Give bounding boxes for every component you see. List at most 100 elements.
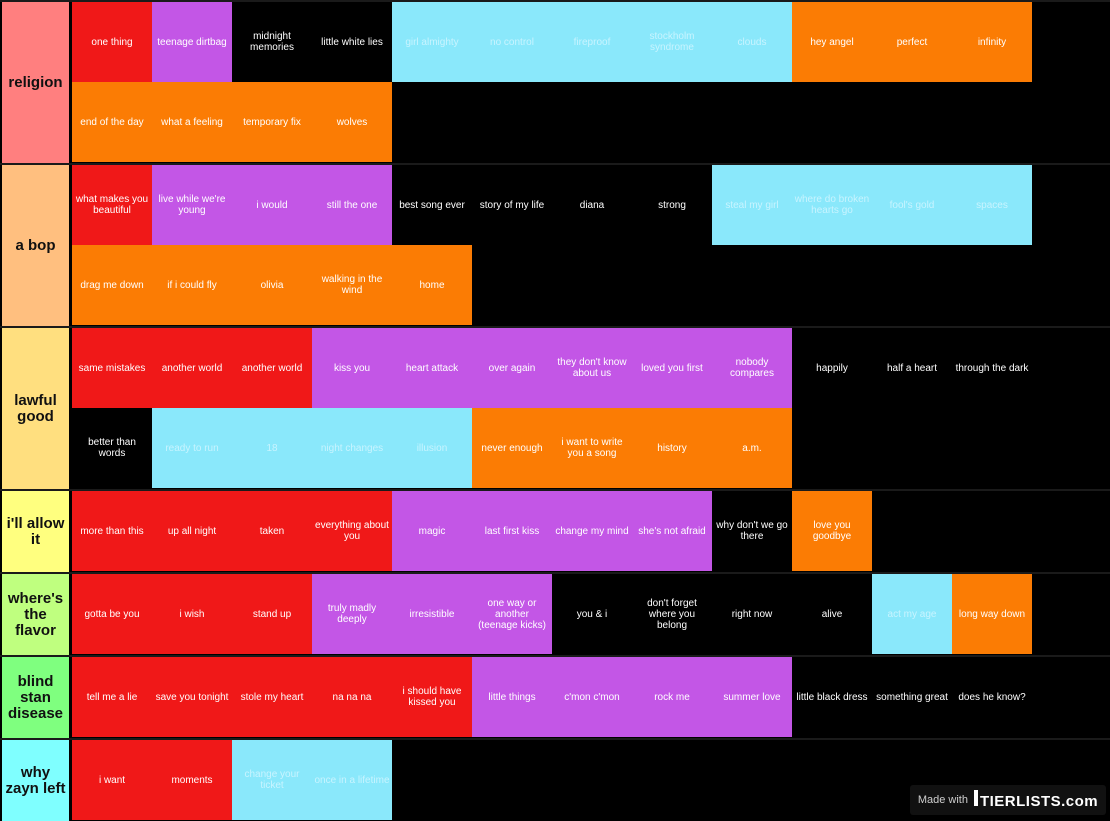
tier-item[interactable]: does he know? xyxy=(952,657,1032,737)
tier-item[interactable]: love you goodbye xyxy=(792,491,872,571)
tier-item[interactable]: loved you first xyxy=(632,328,712,408)
tier-item[interactable]: still the one xyxy=(312,165,392,245)
tier-item[interactable]: once in a lifetime xyxy=(312,740,392,820)
tier-label[interactable]: religion xyxy=(2,2,69,163)
tier-item[interactable]: rock me xyxy=(632,657,712,737)
tier-item[interactable]: i want xyxy=(72,740,152,820)
tier-item[interactable]: temporary fix xyxy=(232,82,312,162)
tier-item[interactable]: better than words xyxy=(72,408,152,488)
tier-item[interactable]: same mistakes xyxy=(72,328,152,408)
tier-item[interactable]: what a feeling xyxy=(152,82,232,162)
tier-item[interactable]: act my age xyxy=(872,574,952,654)
tier-item[interactable]: strong xyxy=(632,165,712,245)
tier-item[interactable]: long way down xyxy=(952,574,1032,654)
tier-item[interactable]: stand up xyxy=(232,574,312,654)
tier-item[interactable]: little white lies xyxy=(312,2,392,82)
tier-item[interactable]: she's not afraid xyxy=(632,491,712,571)
tier-item[interactable]: something great xyxy=(872,657,952,737)
tier-label[interactable]: i'll allow it xyxy=(2,491,69,572)
tier-item[interactable]: nobody compares xyxy=(712,328,792,408)
tier-item[interactable]: clouds xyxy=(712,2,792,82)
tier-item[interactable]: you & i xyxy=(552,574,632,654)
tier-item[interactable]: happily xyxy=(792,328,872,408)
tier-item[interactable]: no control xyxy=(472,2,552,82)
tier-item[interactable]: diana xyxy=(552,165,632,245)
tier-item[interactable]: one thing xyxy=(72,2,152,82)
tier-item[interactable]: kiss you xyxy=(312,328,392,408)
tier-item[interactable]: don't forget where you belong xyxy=(632,574,712,654)
tier-item[interactable]: girl almighty xyxy=(392,2,472,82)
tier-item[interactable]: summer love xyxy=(712,657,792,737)
tier-item[interactable]: alive xyxy=(792,574,872,654)
tier-item[interactable]: i wish xyxy=(152,574,232,654)
tier-item[interactable]: another world xyxy=(152,328,232,408)
tier-label[interactable]: lawful good xyxy=(2,328,69,489)
tier-item[interactable]: c'mon c'mon xyxy=(552,657,632,737)
tier-item[interactable]: half a heart xyxy=(872,328,952,408)
tier-item[interactable]: history xyxy=(632,408,712,488)
tier-item[interactable]: spaces xyxy=(952,165,1032,245)
tier-label[interactable]: where's the flavor xyxy=(2,574,69,655)
tier-item[interactable]: over again xyxy=(472,328,552,408)
tier-item[interactable]: live while we're young xyxy=(152,165,232,245)
tier-item[interactable]: little black dress xyxy=(792,657,872,737)
tier-item[interactable]: little things xyxy=(472,657,552,737)
tier-item[interactable]: up all night xyxy=(152,491,232,571)
tier-item[interactable]: fool's gold xyxy=(872,165,952,245)
tier-item[interactable]: right now xyxy=(712,574,792,654)
tier-item[interactable]: walking in the wind xyxy=(312,245,392,325)
tier-item[interactable]: everything about you xyxy=(312,491,392,571)
tier-label[interactable]: a bop xyxy=(2,165,69,326)
tier-item[interactable]: gotta be you xyxy=(72,574,152,654)
tier-item[interactable]: where do broken hearts go xyxy=(792,165,872,245)
tier-item[interactable]: i would xyxy=(232,165,312,245)
made-with-watermark[interactable]: Made with TIERLISTS.com xyxy=(910,785,1106,815)
tier-item[interactable]: one way or another (teenage kicks) xyxy=(472,574,552,654)
tier-item[interactable]: i should have kissed you xyxy=(392,657,472,737)
tier-item[interactable]: a.m. xyxy=(712,408,792,488)
tier-item[interactable]: taken xyxy=(232,491,312,571)
tier-item[interactable]: steal my girl xyxy=(712,165,792,245)
tier-item[interactable]: i want to write you a song xyxy=(552,408,632,488)
tier-item[interactable]: perfect xyxy=(872,2,952,82)
tier-item[interactable]: infinity xyxy=(952,2,1032,82)
tier-item[interactable]: na na na xyxy=(312,657,392,737)
tier-item[interactable]: hey angel xyxy=(792,2,872,82)
tier-item[interactable]: drag me down xyxy=(72,245,152,325)
tier-item[interactable]: irresistible xyxy=(392,574,472,654)
tier-item[interactable]: another world xyxy=(232,328,312,408)
tier-item[interactable]: heart attack xyxy=(392,328,472,408)
tier-item[interactable]: last first kiss xyxy=(472,491,552,571)
tier-item[interactable]: save you tonight xyxy=(152,657,232,737)
tier-item[interactable]: best song ever xyxy=(392,165,472,245)
tier-item[interactable]: wolves xyxy=(312,82,392,162)
tier-item[interactable]: what makes you beautiful xyxy=(72,165,152,245)
tier-item[interactable]: fireproof xyxy=(552,2,632,82)
tier-item[interactable]: midnight memories xyxy=(232,2,312,82)
tier-item[interactable]: illusion xyxy=(392,408,472,488)
tier-item[interactable]: through the dark xyxy=(952,328,1032,408)
tier-item[interactable]: 18 xyxy=(232,408,312,488)
tier-item[interactable]: if i could fly xyxy=(152,245,232,325)
tier-label[interactable]: blind stan disease xyxy=(2,657,69,738)
tier-item[interactable]: end of the day xyxy=(72,82,152,162)
tier-item[interactable]: story of my life xyxy=(472,165,552,245)
tier-item[interactable]: tell me a lie xyxy=(72,657,152,737)
tier-item[interactable]: change your ticket xyxy=(232,740,312,820)
tier-item[interactable]: magic xyxy=(392,491,472,571)
tier-item[interactable]: olivia xyxy=(232,245,312,325)
tier-item[interactable]: ready to run xyxy=(152,408,232,488)
tier-item[interactable]: stockholm syndrome xyxy=(632,2,712,82)
tier-item[interactable]: change my mind xyxy=(552,491,632,571)
tier-item[interactable]: more than this xyxy=(72,491,152,571)
tier-item[interactable]: teenage dirtbag xyxy=(152,2,232,82)
tier-item[interactable]: stole my heart xyxy=(232,657,312,737)
tier-item[interactable]: never enough xyxy=(472,408,552,488)
tier-item[interactable]: night changes xyxy=(312,408,392,488)
tier-label[interactable]: why zayn left xyxy=(2,740,69,821)
tier-item[interactable]: they don't know about us xyxy=(552,328,632,408)
tier-item[interactable]: why don't we go there xyxy=(712,491,792,571)
tier-item[interactable]: moments xyxy=(152,740,232,820)
tier-item[interactable]: truly madly deeply xyxy=(312,574,392,654)
tier-item[interactable]: home xyxy=(392,245,472,325)
